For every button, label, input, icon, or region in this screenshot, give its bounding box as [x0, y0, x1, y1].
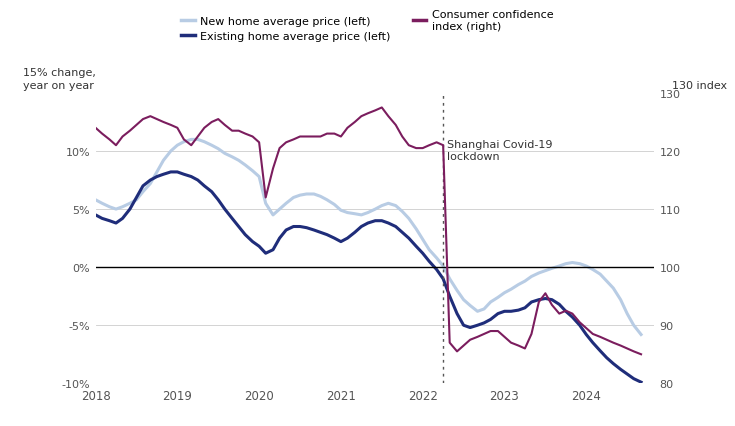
Text: Shanghai Covid-19
lockdown: Shanghai Covid-19 lockdown	[447, 140, 553, 161]
Text: 130 index: 130 index	[672, 81, 727, 91]
Text: 15% change,
year on year: 15% change, year on year	[23, 68, 96, 91]
Legend: New home average price (left), Existing home average price (left), Consumer conf: New home average price (left), Existing …	[177, 6, 558, 47]
